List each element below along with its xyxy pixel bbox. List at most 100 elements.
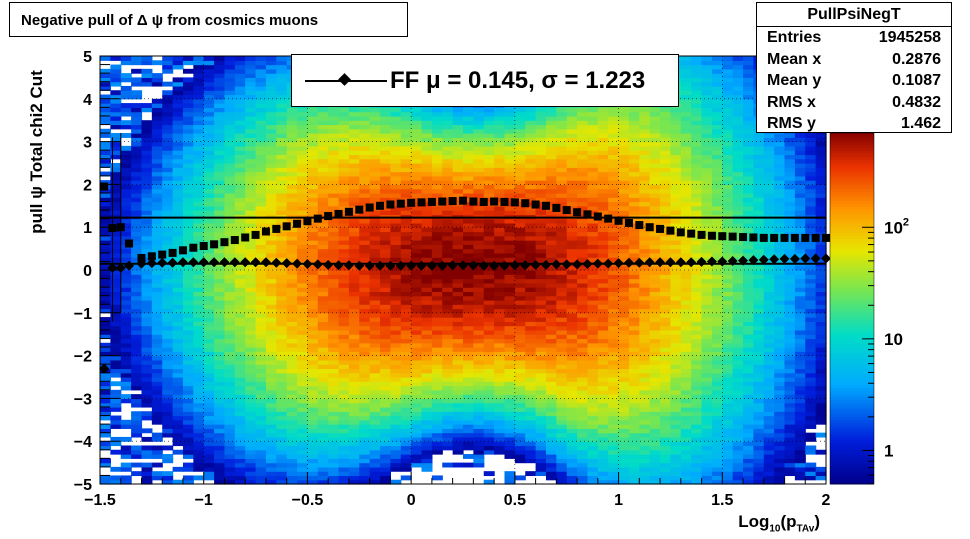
stats-row: Mean y 0.1087	[767, 72, 941, 89]
mean-point	[623, 257, 634, 268]
mean-point	[260, 257, 271, 268]
y-tick-label: −2	[74, 349, 92, 366]
grid-lines	[100, 56, 826, 484]
rms-point	[562, 206, 571, 215]
mean-point	[758, 254, 769, 265]
mean-point	[333, 260, 344, 271]
rms-point	[531, 200, 540, 209]
rms-point	[241, 233, 250, 242]
stats-box: PullPsiNegT Entries 1945258 Mean x 0.2876 …	[756, 2, 952, 133]
legend: FF μ = 0.145, σ = 1.223	[291, 54, 679, 107]
rms-point	[168, 248, 177, 257]
mean-point	[696, 256, 707, 267]
rms-point	[770, 233, 779, 242]
color-scale: 1 10 102	[829, 132, 909, 485]
rms-point	[125, 239, 134, 248]
mean-point	[99, 363, 110, 374]
mean-point	[572, 259, 583, 270]
rms-point	[396, 199, 405, 208]
z-tick-label: 102	[884, 216, 909, 237]
rms-point	[593, 212, 602, 221]
rms-point	[645, 223, 654, 232]
rms-point	[687, 229, 696, 238]
mean-point	[406, 260, 417, 271]
legend-label: FF μ = 0.145, σ = 1.223	[390, 67, 646, 94]
mean-point	[124, 260, 135, 271]
mean-point	[675, 257, 686, 268]
y-tick-label: −3	[74, 391, 92, 408]
rms-point	[417, 198, 426, 207]
z-tick-label: 1	[884, 441, 893, 460]
mean-point	[250, 257, 261, 268]
mean-point	[551, 259, 562, 270]
rms-point	[427, 197, 436, 206]
mean-point	[468, 260, 479, 271]
stats-row: RMS x 0.4832	[767, 93, 941, 111]
rms-point	[759, 233, 768, 242]
rms-point	[614, 216, 623, 225]
mean-point	[343, 260, 354, 271]
rms-point	[251, 230, 260, 239]
rms-point	[199, 242, 208, 251]
heatmap	[100, 56, 827, 485]
x-tick-label: 1	[614, 492, 623, 509]
mean-point	[146, 258, 157, 269]
rms-point	[324, 212, 333, 221]
rms-point	[108, 224, 117, 233]
y-tick-label: −1	[74, 306, 92, 323]
color-scale-frame	[829, 132, 875, 485]
rms-point	[479, 197, 488, 206]
mean-point	[665, 257, 676, 268]
y-tick-label: 1	[83, 220, 92, 237]
mean-point	[292, 258, 303, 269]
mean-point	[209, 257, 220, 268]
mean-point	[177, 257, 188, 268]
rms-point	[583, 210, 592, 219]
mean-point	[727, 256, 738, 267]
mean-point	[136, 258, 147, 269]
rms-point	[811, 233, 820, 242]
mean-point	[271, 257, 282, 268]
rms-point	[261, 227, 270, 236]
rms-point	[469, 197, 478, 206]
mean-point	[188, 257, 199, 268]
rms-point	[147, 252, 156, 261]
chart-title: Negative pull of Δ ψ from cosmics muons	[9, 2, 408, 37]
rms-point	[376, 201, 385, 210]
mean-point	[686, 257, 697, 268]
rms-point	[210, 240, 219, 249]
rms-point	[780, 233, 789, 242]
rms-point	[448, 197, 457, 206]
rms-point	[656, 224, 665, 233]
mean-point	[395, 260, 406, 271]
mean-point	[323, 259, 334, 270]
mean-point	[582, 259, 593, 270]
mean-point	[375, 260, 386, 271]
rms-point	[459, 196, 467, 205]
mean-point	[281, 258, 292, 269]
rms-point	[116, 223, 125, 232]
rms-point	[624, 218, 633, 227]
rms-point	[282, 222, 291, 231]
mean-point	[592, 258, 603, 269]
mean-point	[509, 260, 520, 271]
axes: −1.5 −1 −0.5 0 0.5 1 1.5 2 −5 −4 −3 −2 −1 0 1 2 3 4 5	[74, 49, 831, 509]
rms-point	[293, 219, 302, 228]
stats-name: PullPsiNegT	[757, 3, 951, 27]
mean-point	[613, 258, 624, 269]
z-tick-label: 10	[884, 330, 903, 349]
rms-point	[739, 233, 748, 242]
rms-point	[334, 209, 343, 218]
mean-point	[167, 257, 178, 268]
mean-point	[447, 260, 458, 271]
mean-point	[738, 255, 749, 266]
mean-point	[810, 253, 821, 264]
x-tick-label: 2	[822, 492, 831, 509]
rms-point	[510, 198, 519, 207]
rms-point	[635, 221, 644, 230]
y-tick-label: −5	[74, 477, 92, 494]
y-tick-label: 5	[83, 49, 92, 66]
stats-row: Mean x 0.2876	[767, 50, 941, 68]
mean-point	[385, 260, 396, 271]
